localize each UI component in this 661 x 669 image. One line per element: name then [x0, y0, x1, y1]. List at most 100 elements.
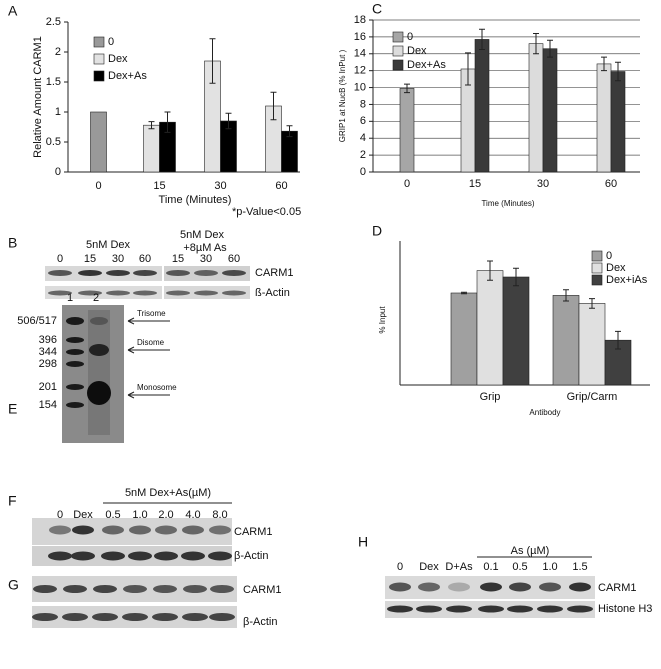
- blot-band: [93, 585, 117, 593]
- y-tick-label: 2: [360, 149, 366, 161]
- blot-band: [62, 613, 88, 621]
- arrows: [127, 317, 170, 399]
- blot-band: [194, 270, 218, 276]
- bar: [143, 124, 160, 173]
- blot-band: [448, 582, 470, 592]
- row-label: CARM1: [234, 526, 273, 538]
- bar: [281, 130, 298, 173]
- blot-band: [181, 551, 205, 561]
- blot-band: [209, 613, 235, 621]
- x-tick-label: 15: [153, 180, 165, 192]
- lane-label: 1.0: [542, 561, 557, 573]
- blot-band: [102, 525, 124, 535]
- x-tick-label: 30: [537, 178, 549, 190]
- header: As (µM): [511, 545, 550, 557]
- legend-label: Dex+As: [108, 70, 147, 82]
- lane-label: 1.5: [572, 561, 587, 573]
- lane-label: 2: [93, 292, 99, 304]
- blot-band: [66, 384, 84, 390]
- error-bar: [533, 33, 539, 55]
- panel-label: B: [8, 235, 17, 251]
- y-tick-label: 2: [55, 46, 61, 58]
- blot-band: [129, 525, 151, 535]
- legend-label: Dex+As: [407, 59, 446, 71]
- y-tick-label: 10: [354, 81, 366, 93]
- x-tick-label: 30: [214, 180, 226, 192]
- blot-band: [48, 551, 72, 561]
- blot-band: [133, 270, 157, 276]
- legend-swatch: [93, 53, 105, 65]
- legend-label: Dex: [407, 45, 427, 57]
- error-bar: [615, 330, 621, 350]
- x-axis-title: Time (Minutes): [159, 194, 232, 206]
- blot-strip: [45, 286, 162, 299]
- y-axis-title: Relative Amount CARM1: [32, 36, 44, 158]
- blot-band: [66, 349, 84, 355]
- lane-label: 4.0: [185, 509, 200, 521]
- x-tick-label: 60: [605, 178, 617, 190]
- y-tick-label: 1.5: [46, 76, 61, 88]
- bar: [502, 276, 530, 386]
- error-bar: [547, 39, 553, 58]
- blot-band: [92, 613, 118, 621]
- row-label: ß-Actin: [255, 287, 290, 299]
- lane-label: 0: [57, 509, 63, 521]
- blot-band: [537, 605, 563, 613]
- y-tick-label: 2.5: [46, 16, 61, 28]
- error-bar: [589, 298, 595, 309]
- blot-band: [194, 290, 218, 296]
- blot-band: [155, 525, 177, 535]
- blot-band: [106, 270, 130, 276]
- blot-band: [63, 585, 87, 593]
- blot-band: [101, 551, 125, 561]
- blot-band: [389, 582, 411, 592]
- bar: [578, 303, 606, 386]
- x-tick-label: 60: [275, 180, 287, 192]
- lane-label: 0: [397, 561, 403, 573]
- blot-band: [152, 613, 178, 621]
- bar: [90, 111, 107, 173]
- annotation: *p-Value<0.05: [232, 206, 301, 218]
- blot-band: [66, 402, 84, 408]
- blot-band: [72, 525, 94, 535]
- legend-swatch: [591, 274, 603, 286]
- arrow-label: Disome: [137, 338, 165, 347]
- lane-label: 60: [228, 253, 240, 265]
- y-tick-label: 0: [360, 166, 366, 178]
- blot-band: [539, 582, 561, 592]
- panel-label: C: [372, 1, 382, 17]
- arrow-label: Monosome: [137, 383, 177, 392]
- legend-label: Dex: [108, 53, 128, 65]
- blot-band: [387, 605, 413, 613]
- blot-band: [32, 613, 58, 621]
- marker-label: 298: [39, 358, 57, 370]
- lane-label: 1: [67, 292, 73, 304]
- lane-label: 2.0: [158, 509, 173, 521]
- x-tick-label: 0: [95, 180, 101, 192]
- header: 5nM Dex+As(µM): [125, 487, 211, 499]
- bar: [450, 292, 478, 386]
- error-bar: [164, 111, 171, 133]
- lane-label: 30: [112, 253, 124, 265]
- blot-band: [416, 605, 442, 613]
- x-tick-label: 15: [469, 178, 481, 190]
- blot-band: [106, 290, 130, 296]
- blot-band: [89, 344, 109, 356]
- blot-band: [567, 605, 593, 613]
- blot-band: [123, 585, 147, 593]
- lane-label: 8.0: [212, 509, 227, 521]
- legend-label: 0: [407, 31, 413, 43]
- row-label: β-Actin: [234, 550, 268, 562]
- group-label: +8µM As: [183, 242, 227, 254]
- blot-band: [48, 270, 72, 276]
- bar: [542, 48, 558, 173]
- x-tick-label: 0: [404, 178, 410, 190]
- legend-label: Dex+iAs: [606, 274, 648, 286]
- bar: [474, 39, 490, 173]
- bar: [596, 63, 612, 173]
- blot-band: [183, 585, 207, 593]
- blot-band: [222, 270, 246, 276]
- row-label: CARM1: [255, 267, 294, 279]
- error-bar: [465, 52, 471, 86]
- x-tick-label: Grip: [480, 391, 501, 403]
